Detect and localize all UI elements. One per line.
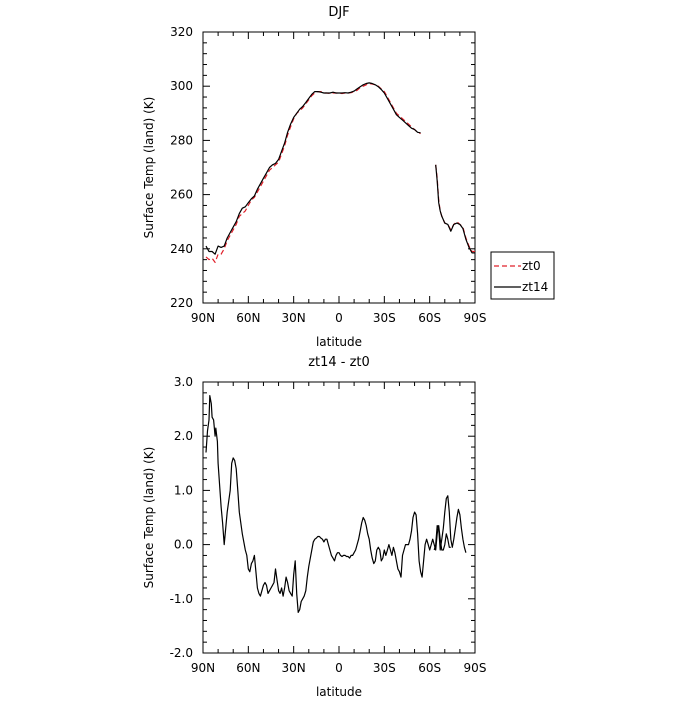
y-tick-label: 320 [170,25,193,39]
x-tick-label: 30S [373,311,396,325]
y-tick-label: 0.0 [174,538,193,552]
x-tick-label: 60N [236,661,260,675]
x-tick-label: 90N [191,661,215,675]
x-tick-label: 60S [418,311,441,325]
y-tick-label: 3.0 [174,375,193,389]
x-axis-label: latitude [316,685,362,699]
x-tick-label: 60N [236,311,260,325]
y-tick-label: -1.0 [170,592,193,606]
y-axis-label: Surface Temp (land) (K) [142,97,156,239]
y-tick-label: 280 [170,133,193,147]
series-line-zt14-seg1 [205,82,421,255]
x-tick-label: 30S [373,661,396,675]
series-line-line1-seg1 [205,395,451,614]
x-tick-label: 30N [282,311,306,325]
y-tick-label: 260 [170,188,193,202]
x-tick-label: 30N [282,661,306,675]
y-tick-label: 2.0 [174,429,193,443]
x-tick-label: 60S [418,661,441,675]
x-tick-label: 90N [191,311,215,325]
y-tick-label: 220 [170,296,193,310]
series-line-zt0-seg1 [205,82,421,263]
y-tick-label: -2.0 [170,646,193,660]
x-tick-label: 90S [464,311,487,325]
series-line-line2-seg1 [433,495,467,553]
y-axis-label: Surface Temp (land) (K) [142,447,156,589]
x-tick-label: 0 [335,311,343,325]
chart-panel-1: DJF 90N 60N 30N 0 30S 60S 90S 220 240 260 280 300 320… [142,5,555,349]
chart-panel-2: zt14 - zt0 90N 60N 30N 0 30S 60S 90S -2.0 -1.0 0.0… [142,355,486,699]
legend: zt0 zt14 [490,251,555,300]
series-line-zt14-seg2 [435,164,475,254]
x-tick-label: 0 [335,661,343,675]
y-tick-label: 300 [170,79,193,93]
legend-label-zt14: zt14 [522,280,548,294]
legend-label-zt0: zt0 [522,259,541,273]
x-tick-label: 90S [464,661,487,675]
x-axis-label: latitude [316,335,362,349]
chart-title: zt14 - zt0 [308,355,370,370]
chart-title: DJF [328,5,349,20]
y-tick-label: 1.0 [174,483,193,497]
y-tick-label: 240 [170,242,193,256]
legend-box [490,251,555,300]
